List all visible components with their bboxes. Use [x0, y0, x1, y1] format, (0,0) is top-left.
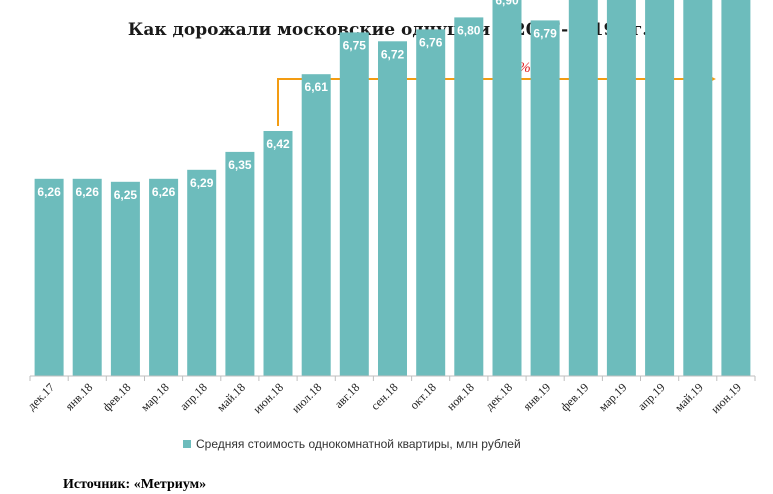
bar-мар.19 — [606, 0, 636, 376]
x-tick-label: апр.19 — [635, 380, 668, 413]
bar-апр.18 — [187, 169, 217, 376]
bar-value-label: 6,76 — [419, 35, 443, 49]
bar-фев.19 — [568, 0, 598, 376]
legend-swatch — [183, 440, 191, 448]
x-tick-label: май.18 — [214, 380, 248, 414]
bars: 6,26 6,26 6,25 6,26 6,29 6,35 6,42 6,61 6,75 6,72… — [34, 0, 751, 377]
bar-май.19 — [683, 0, 713, 377]
bar-окт.18 — [416, 29, 446, 377]
bar-value-label: 6,75 — [343, 38, 367, 52]
x-tick-label: фев.18 — [100, 380, 134, 414]
x-tick-label: сен.18 — [368, 380, 401, 413]
bar-июн.18 — [263, 131, 293, 376]
bar-value-label: 6,80 — [457, 23, 481, 37]
x-tick-label: май.19 — [672, 380, 706, 414]
x-tick-label: янв.19 — [520, 380, 553, 413]
legend-label: Средняя стоимость однокомнатной квартиры… — [196, 437, 521, 451]
x-tick-label: июл.18 — [289, 380, 324, 415]
bar-value-label: 6,42 — [266, 137, 290, 151]
x-tick-label: янв.18 — [62, 380, 95, 413]
x-tick-label: авг.18 — [332, 380, 363, 411]
bar-value-label: 6,72 — [381, 47, 405, 61]
x-tick-label: дек.17 — [25, 380, 58, 413]
bar-май.18 — [225, 151, 255, 376]
x-tick-label: ноя.18 — [444, 380, 477, 413]
x-tick-label: июн.19 — [708, 380, 744, 416]
bar-value-label: 6,90 — [495, 0, 519, 8]
x-tick-label: июн.18 — [250, 380, 286, 416]
bar-value-label: 6,26 — [76, 185, 100, 199]
x-tick-label: апр.18 — [177, 380, 210, 413]
bar-ноя.18 — [454, 17, 484, 377]
bar-дек.18 — [492, 0, 522, 376]
bar-value-label: 6,25 — [114, 188, 138, 202]
bar-value-label: 6,61 — [305, 80, 329, 94]
bar-сен.18 — [378, 41, 407, 377]
x-tick-label: мар.18 — [138, 380, 172, 414]
bar-дек.17 — [34, 178, 64, 376]
growth-arrow — [277, 74, 716, 126]
bar-value-label: 6,26 — [152, 185, 176, 199]
bar-июл.18 — [301, 74, 331, 376]
bar-янв.19 — [530, 20, 560, 377]
legend: Средняя стоимость однокомнатной квартиры… — [183, 437, 521, 451]
source-note: Источник: «Метриум» — [63, 477, 206, 492]
bar-апр.19 — [645, 0, 675, 377]
bar-value-label: 6,35 — [228, 158, 252, 172]
x-tick-label: мар.19 — [596, 380, 630, 414]
bar-авг.18 — [339, 32, 369, 377]
bar-value-label: 6,26 — [37, 185, 61, 199]
x-tick-label: дек.18 — [482, 380, 515, 413]
bar-янв.18 — [72, 178, 102, 376]
bar-value-label: 6,29 — [190, 176, 214, 190]
bar-фев.18 — [110, 181, 140, 376]
bar-мар.18 — [149, 178, 179, 376]
x-tick-label: окт.18 — [407, 380, 439, 412]
x-axis-ticks: дек.17 янв.18 фев.18 мар.18 апр.18 май.18 июн.… — [25, 376, 756, 416]
bar-value-label: 6,79 — [533, 26, 557, 40]
x-tick-label: фев.19 — [558, 380, 592, 414]
bar-июн.19 — [721, 0, 751, 376]
